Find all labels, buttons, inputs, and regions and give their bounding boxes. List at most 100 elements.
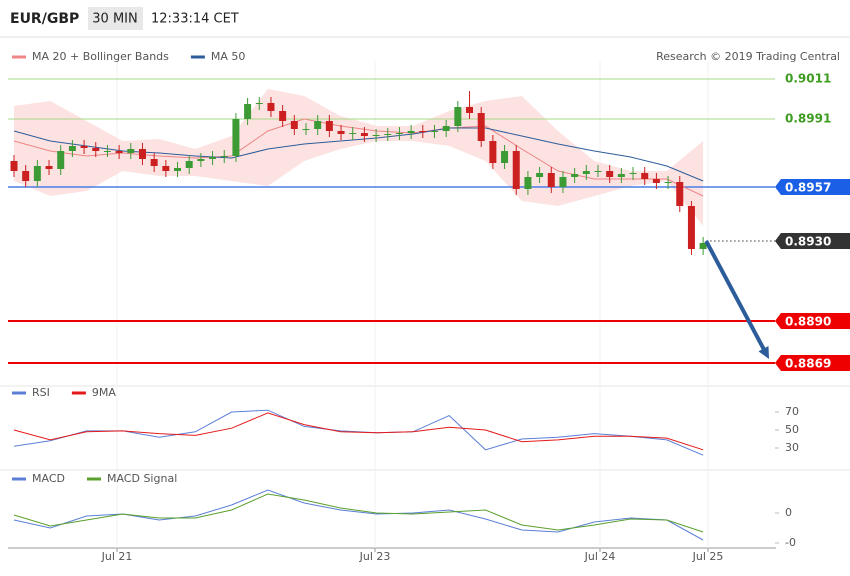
candle-body — [477, 113, 485, 141]
candle-body — [174, 168, 182, 171]
candle-body — [629, 173, 637, 174]
x-tick-label: Jul 21 — [101, 550, 133, 563]
candle-body — [80, 146, 88, 148]
candle-body — [45, 166, 53, 169]
candle-body — [617, 174, 625, 177]
candle-body — [489, 141, 497, 163]
candle-body — [466, 107, 474, 113]
candle-body — [279, 111, 287, 121]
level-label: 0.8930 — [785, 235, 831, 249]
candle-body — [641, 173, 649, 179]
symbol: EUR/GBP — [10, 11, 79, 27]
candle-body — [395, 133, 403, 134]
candle-body — [664, 182, 672, 183]
candle-body — [209, 157, 217, 159]
candle-body — [524, 177, 532, 189]
level-label: 0.8957 — [785, 181, 831, 195]
level-notch — [775, 313, 781, 329]
candle-body — [68, 146, 76, 151]
legend-label: 9MA — [92, 386, 116, 399]
candle-body — [699, 243, 707, 249]
candle-body — [103, 151, 111, 152]
candle-body — [92, 148, 100, 151]
candle-body — [220, 156, 228, 157]
x-tick-label: Jul 23 — [359, 550, 391, 563]
candle-body — [138, 149, 146, 159]
candle-body — [57, 151, 65, 169]
candle-body — [115, 151, 123, 153]
indicator-line — [13, 412, 704, 451]
credit: Research © 2019 Trading Central — [656, 50, 840, 63]
moving-average — [13, 118, 704, 197]
indicator-line — [13, 493, 704, 533]
timeframe: 30 MIN — [92, 12, 137, 27]
timeframe-box — [88, 7, 143, 30]
candle-body — [512, 151, 520, 189]
y-tick-label: 50 — [785, 423, 799, 436]
candle-body — [442, 126, 450, 131]
bollinger-band — [14, 89, 704, 226]
candle-body — [10, 161, 18, 171]
y-tick-label: 0 — [785, 506, 792, 519]
level-label: 0.9011 — [785, 72, 831, 86]
candle-body — [501, 151, 509, 163]
candle-body — [22, 171, 30, 181]
candle-body — [547, 173, 555, 187]
candle-body — [244, 104, 252, 119]
level-notch — [775, 355, 781, 371]
candle-body — [536, 173, 544, 177]
legend-label: MACD — [32, 472, 65, 485]
y-tick-label: -0 — [785, 536, 796, 549]
candle-body — [454, 107, 462, 126]
level-label: 0.8890 — [785, 315, 831, 329]
projection-arrow — [704, 240, 768, 353]
x-tick-label: Jul 24 — [584, 550, 616, 563]
x-tick-label: Jul 25 — [692, 550, 724, 563]
candle-body — [349, 133, 357, 134]
candle-body — [676, 182, 684, 206]
candle-body — [127, 149, 135, 153]
candle-body — [559, 177, 567, 187]
level-box — [781, 233, 850, 249]
candle-body — [150, 159, 158, 166]
candle-body — [162, 166, 170, 171]
legend-label: RSI — [32, 386, 50, 399]
legend-label: MACD Signal — [107, 472, 177, 485]
candle-body — [33, 166, 41, 181]
candle-body — [582, 171, 590, 174]
candle-body — [197, 159, 205, 161]
legend-label: MA 50 — [211, 50, 246, 63]
level-notch — [775, 233, 781, 249]
candle-body — [325, 121, 333, 131]
candle-body — [407, 131, 415, 133]
candle-body — [594, 171, 602, 172]
candle-body — [232, 119, 240, 156]
candle-body — [302, 129, 310, 130]
candle-body — [606, 171, 614, 177]
candle-body — [652, 179, 660, 183]
candle-body — [267, 103, 275, 111]
clock: 12:33:14 CET — [151, 12, 239, 27]
candle-body — [430, 131, 438, 132]
candle-body — [290, 121, 298, 129]
projection-arrowhead — [758, 346, 769, 359]
candle-body — [384, 134, 392, 135]
y-tick-label: 30 — [785, 441, 799, 454]
level-box — [781, 313, 850, 329]
level-label: 0.8869 — [785, 357, 831, 371]
level-label: 0.8991 — [785, 112, 831, 126]
level-box — [781, 179, 850, 195]
candle-body — [185, 161, 193, 168]
candle-body — [419, 131, 427, 132]
candle-body — [360, 133, 368, 136]
candle-body — [372, 135, 380, 136]
candle-body — [687, 206, 695, 249]
legend-label: MA 20 + Bollinger Bands — [32, 50, 169, 63]
candle-body — [255, 103, 263, 104]
candle-body — [571, 174, 579, 177]
level-box — [781, 355, 850, 371]
candle-body — [337, 131, 345, 134]
candle-body — [314, 121, 322, 129]
y-tick-label: 70 — [785, 405, 799, 418]
